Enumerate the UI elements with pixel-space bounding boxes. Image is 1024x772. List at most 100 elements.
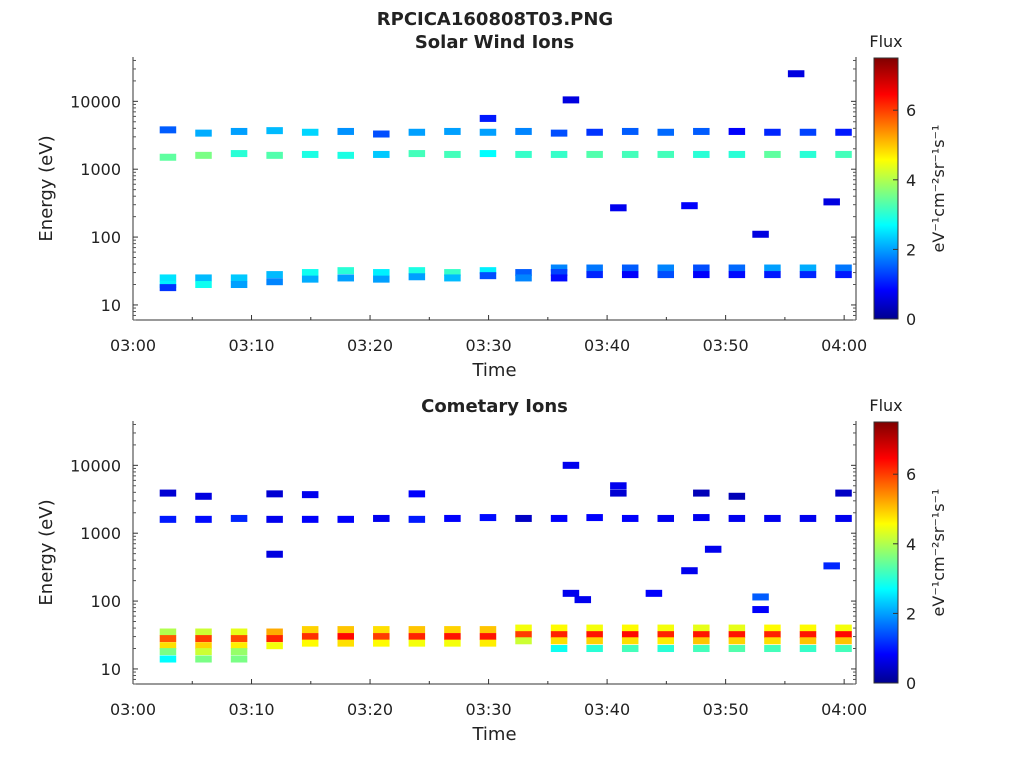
colorbar-title: Flux — [869, 32, 902, 51]
figure-title: RPCICA160808T03.PNG — [377, 9, 613, 30]
flux-cell — [693, 637, 710, 645]
flux-cell — [657, 150, 675, 158]
flux-cell — [230, 514, 248, 522]
flux-cell — [515, 274, 532, 282]
y-tick-label: 100 — [90, 592, 121, 611]
flux-cell — [728, 271, 746, 279]
flux-cell — [159, 515, 177, 523]
flux-cell — [373, 514, 390, 522]
flux-cell — [823, 562, 840, 570]
flux-cell — [550, 150, 568, 158]
flux-cell — [373, 626, 390, 634]
flux-cell — [159, 284, 177, 292]
flux-cell — [621, 127, 639, 135]
cometary-ions-panel: Cometary Ions 03:00 03:10 03:20 03:30 03:40 03… — [36, 396, 948, 745]
flux-cell — [159, 642, 177, 650]
flux-cell — [657, 645, 675, 653]
flux-cell — [337, 626, 354, 634]
flux-cell — [799, 631, 817, 639]
flux-cell — [266, 642, 283, 650]
flux-cell — [444, 269, 461, 277]
flux-cell — [515, 514, 532, 522]
flux-cell — [301, 491, 319, 499]
flux-cell — [693, 624, 710, 632]
flux-cell — [764, 631, 781, 639]
flux-cell — [550, 269, 568, 277]
flux-cell — [728, 264, 746, 272]
colorbar — [873, 421, 899, 684]
flux-cell — [657, 271, 675, 279]
x-axis-label: Time — [471, 724, 516, 745]
flux-cell — [764, 624, 781, 632]
flux-cell — [550, 645, 568, 653]
flux-cell — [337, 515, 354, 523]
flux-cell — [621, 645, 639, 653]
flux-cell — [621, 150, 639, 158]
flux-cell — [550, 637, 568, 645]
flux-cell — [835, 624, 852, 632]
flux-cell — [301, 269, 319, 277]
flux-cell — [835, 150, 852, 158]
flux-cell — [266, 271, 283, 279]
flux-cell — [835, 264, 852, 272]
flux-cell — [408, 633, 426, 641]
flux-cell — [645, 589, 663, 597]
flux-cell — [301, 626, 319, 634]
flux-cell — [752, 606, 769, 614]
flux-cell — [444, 514, 461, 522]
flux-cell — [373, 639, 390, 647]
flux-cell — [835, 645, 852, 653]
colorbar-tick-label: 2 — [906, 240, 916, 259]
flux-cell — [586, 264, 603, 272]
flux-cell — [728, 637, 746, 645]
flux-cell — [301, 515, 319, 523]
flux-cell — [266, 127, 283, 135]
flux-cell — [479, 272, 497, 280]
flux-cell — [408, 515, 426, 523]
flux-cell — [586, 624, 603, 632]
flux-cell — [621, 637, 639, 645]
flux-cell — [230, 635, 248, 643]
flux-cell — [550, 129, 568, 137]
flux-cell — [230, 648, 248, 656]
flux-cell — [479, 514, 497, 522]
flux-cell — [515, 269, 532, 277]
colorbar-tick-label: 0 — [906, 310, 916, 329]
flux-cell — [266, 628, 283, 636]
flux-cell — [230, 274, 248, 282]
flux-cell — [835, 128, 852, 136]
flux-cell — [266, 151, 283, 159]
flux-cell — [550, 514, 568, 522]
flux-cell — [657, 637, 675, 645]
flux-cell — [835, 631, 852, 639]
flux-cell — [230, 281, 248, 289]
y-tick-label: 100 — [90, 228, 121, 247]
flux-cell — [230, 150, 248, 158]
flux-cell — [515, 150, 532, 158]
x-tick-label: 03:20 — [347, 336, 393, 355]
flux-cell — [728, 631, 746, 639]
flux-cell — [764, 271, 781, 279]
flux-cell — [444, 127, 461, 135]
flux-cell — [337, 151, 354, 159]
flux-cell — [266, 278, 283, 286]
x-tick-label: 03:30 — [466, 336, 512, 355]
flux-cell — [479, 626, 497, 634]
flux-cell — [159, 274, 177, 282]
flux-cell — [657, 264, 675, 272]
flux-cell — [550, 624, 568, 632]
flux-cell — [159, 489, 177, 497]
flux-cell — [799, 624, 817, 632]
flux-cell — [681, 202, 698, 210]
flux-cell — [799, 128, 817, 136]
flux-cell — [337, 639, 354, 647]
flux-cell — [195, 492, 212, 500]
flux-cell — [373, 150, 390, 158]
flux-cell — [586, 645, 603, 653]
flux-cell — [835, 489, 852, 497]
flux-cell — [195, 515, 212, 523]
colorbar-tick-label: 0 — [906, 674, 916, 693]
flux-cell — [159, 655, 177, 663]
x-tick-label: 03:00 — [110, 700, 156, 719]
